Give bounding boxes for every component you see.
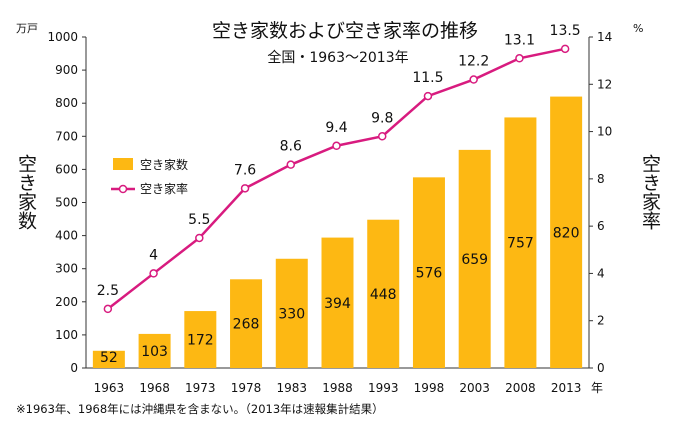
rate-point bbox=[560, 44, 570, 54]
rate-point bbox=[103, 304, 113, 314]
right-tick-label: 14 bbox=[597, 30, 612, 44]
x-axis-unit: 年 bbox=[591, 381, 603, 395]
x-tick-label: 1998 bbox=[414, 381, 445, 395]
rate-value-label: 13.5 bbox=[550, 23, 581, 39]
axes: 0 100 200 300 400 500 600 700 800 900 1000 0 2 4 6 8 10 1… bbox=[47, 30, 612, 395]
bar-value-label: 757 bbox=[507, 236, 534, 252]
left-axis-title: 空き家数 bbox=[15, 154, 37, 230]
bar bbox=[275, 258, 308, 368]
chart-subtitle: 全国・1963～2013年 bbox=[267, 49, 408, 66]
left-axis-unit: 万戸 bbox=[16, 22, 38, 35]
rate-value-label: 8.6 bbox=[280, 139, 302, 155]
bar bbox=[321, 237, 354, 368]
left-tick-label: 500 bbox=[55, 196, 78, 210]
rate-point bbox=[332, 141, 341, 151]
rate-point bbox=[515, 54, 524, 63]
bar bbox=[138, 333, 171, 368]
right-tick-label: 4 bbox=[597, 266, 605, 280]
left-tick-label: 100 bbox=[55, 328, 78, 342]
left-tick-label: 900 bbox=[55, 63, 78, 77]
rate-point bbox=[423, 91, 433, 101]
rate-value-label: 5.5 bbox=[188, 212, 210, 228]
left-tick-label: 200 bbox=[55, 295, 78, 309]
x-tick-label: 2003 bbox=[459, 381, 490, 395]
footnote: ※1963年、1968年には沖縄県を含まない。（2013年は速報集計結果） bbox=[16, 402, 384, 416]
rate-point bbox=[149, 269, 158, 278]
legend-bar-label: 空き家数 bbox=[140, 157, 188, 172]
right-tick-label: 12 bbox=[597, 77, 612, 91]
bar-value-label: 330 bbox=[278, 306, 305, 322]
rate-point bbox=[240, 184, 250, 193]
rate-point bbox=[195, 233, 204, 243]
rate-value-label: 4 bbox=[149, 247, 158, 263]
x-tick-label: 1978 bbox=[231, 381, 262, 395]
bar bbox=[230, 279, 263, 368]
bar-value-label: 448 bbox=[370, 287, 397, 303]
legend-bar-swatch bbox=[113, 158, 133, 170]
bar bbox=[504, 117, 537, 368]
bar-value-label: 52 bbox=[100, 350, 118, 366]
right-tick-label: 6 bbox=[597, 219, 605, 233]
right-tick-label: 2 bbox=[597, 314, 605, 328]
bar-value-label: 820 bbox=[553, 225, 580, 241]
rate-value-label: 13.1 bbox=[504, 32, 535, 48]
right-axis-unit: % bbox=[633, 22, 643, 35]
rate-value-label: 2.5 bbox=[97, 283, 119, 299]
bar bbox=[458, 149, 491, 368]
bar-value-label: 659 bbox=[461, 252, 488, 268]
chart-title: 空き家数および空き家率の推移 bbox=[212, 20, 478, 42]
bar-value-label: 103 bbox=[141, 344, 168, 360]
left-tick-label: 0 bbox=[70, 361, 78, 375]
bar-value-label: 268 bbox=[233, 317, 260, 333]
rate-value-label: 12.2 bbox=[458, 54, 489, 70]
left-tick-label: 700 bbox=[55, 129, 78, 143]
bar-value-label: 172 bbox=[187, 333, 214, 349]
legend: 空き家数 空き家率 bbox=[111, 157, 188, 196]
x-tick-label: 2013 bbox=[551, 381, 582, 395]
legend-line-label: 空き家率 bbox=[140, 181, 188, 196]
x-tick-label: 1988 bbox=[322, 381, 353, 395]
bar bbox=[92, 350, 125, 368]
legend-line-marker bbox=[118, 184, 128, 194]
x-tick-label: 1968 bbox=[139, 381, 170, 395]
left-tick-label: 600 bbox=[55, 162, 78, 176]
rate-value-label: 11.5 bbox=[412, 70, 443, 86]
rate-point bbox=[286, 160, 296, 169]
right-tick-label: 0 bbox=[597, 361, 605, 375]
x-tick-label: 1983 bbox=[276, 381, 307, 395]
x-tick-label: 2008 bbox=[505, 381, 536, 395]
bar-series: 52 103 172 268 330 394 448 576 659 757 820 bbox=[92, 96, 583, 368]
right-tick-label: 8 bbox=[597, 172, 605, 186]
left-tick-label: 800 bbox=[55, 96, 78, 110]
rate-point bbox=[377, 132, 387, 141]
rate-point bbox=[469, 75, 478, 84]
x-tick-label: 1993 bbox=[368, 381, 399, 395]
rate-value-label: 9.8 bbox=[371, 110, 393, 126]
bar bbox=[367, 219, 400, 368]
left-tick-label: 300 bbox=[55, 262, 78, 276]
rate-value-label: 9.4 bbox=[325, 120, 347, 136]
right-tick-label: 10 bbox=[597, 125, 612, 139]
bar-value-label: 394 bbox=[324, 296, 351, 312]
x-tick-label: 1963 bbox=[94, 381, 125, 395]
left-tick-label: 1000 bbox=[47, 30, 78, 44]
bar bbox=[550, 96, 583, 368]
rate-value-label: 7.6 bbox=[234, 162, 256, 178]
right-axis-title: 空き家率 bbox=[639, 154, 661, 230]
bar-value-label: 576 bbox=[416, 266, 443, 282]
line-series: 2.5 4 5.5 7.6 8.6 9.4 9.8 11.5 12.2 13.1 13.5 bbox=[97, 23, 581, 314]
left-tick-label: 400 bbox=[55, 229, 78, 243]
bar bbox=[412, 177, 445, 368]
bar bbox=[184, 311, 217, 368]
x-tick-label: 1973 bbox=[185, 381, 216, 395]
